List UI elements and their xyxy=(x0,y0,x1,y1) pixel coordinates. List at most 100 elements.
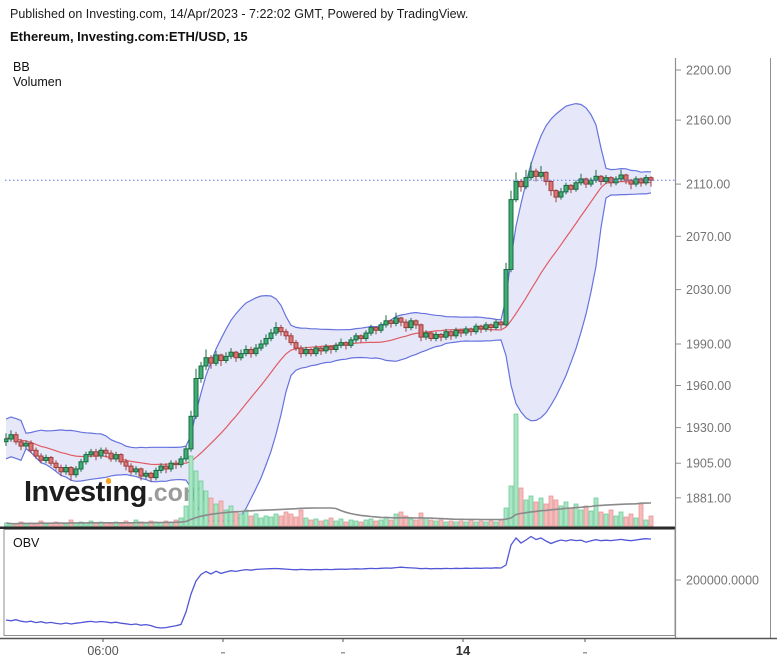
volume-bar xyxy=(568,507,574,527)
candle-body xyxy=(408,320,414,329)
candle-body xyxy=(103,449,109,454)
candle-body xyxy=(528,170,534,179)
candles-group xyxy=(4,162,654,482)
candle-body xyxy=(378,324,384,331)
candle-body xyxy=(83,454,89,463)
volume-bar xyxy=(558,505,564,527)
volume-bar xyxy=(243,509,249,527)
candle-body xyxy=(148,472,154,479)
volume-bar xyxy=(488,520,494,527)
obv-pane-border xyxy=(3,529,676,636)
volume-bar xyxy=(158,522,164,527)
candle-body xyxy=(123,461,129,467)
volume-bar xyxy=(608,509,614,527)
candle-body xyxy=(573,182,579,190)
candle-body xyxy=(163,465,169,470)
candle-body xyxy=(28,442,34,451)
volume-bar xyxy=(513,413,519,527)
candle-body xyxy=(433,333,439,339)
obv-line xyxy=(5,535,652,629)
candle-body xyxy=(13,434,19,443)
volume-bar xyxy=(503,507,509,527)
volume-bar xyxy=(553,499,559,527)
volume-bar xyxy=(428,519,434,527)
volume-bar xyxy=(343,521,349,527)
volume-bar xyxy=(443,521,449,527)
candle-body xyxy=(423,332,429,338)
time-axis[interactable]: 06:00 14 xyxy=(0,637,777,658)
candle-body xyxy=(188,415,194,450)
price-axis[interactable]: 2200.00 2160.00 2110.00 2070.00 2030.00 1990.… xyxy=(674,58,771,638)
candle-body xyxy=(263,338,269,345)
candle-body xyxy=(448,331,454,337)
volume-bar xyxy=(498,519,504,527)
candle-body xyxy=(593,175,599,181)
volume-bar xyxy=(308,519,314,527)
volume-bar xyxy=(188,455,194,527)
volume-bar xyxy=(298,509,304,527)
volume-bar xyxy=(573,503,579,527)
candle-body xyxy=(303,349,309,355)
volume-bar xyxy=(193,470,199,527)
volume-indicator-label[interactable]: Volumen xyxy=(13,75,62,89)
candle-body xyxy=(73,468,79,476)
candle-body xyxy=(223,355,229,361)
published-header: Published on Investing.com, 14/Apr/2023 … xyxy=(10,7,469,21)
volume-bar xyxy=(238,513,244,527)
candle-body xyxy=(298,347,304,355)
candle-body xyxy=(478,325,484,330)
volume-bar xyxy=(43,523,49,527)
main-pane[interactable] xyxy=(5,102,652,522)
candle-body xyxy=(218,354,224,361)
volume-bar xyxy=(403,515,409,527)
time-tick-dash xyxy=(583,652,587,654)
candle-body xyxy=(538,171,544,177)
volume-bar xyxy=(283,511,289,527)
volume-bar xyxy=(643,519,649,527)
bollinger-lower-line xyxy=(5,192,652,522)
volume-bar xyxy=(433,520,439,527)
volume-bar xyxy=(543,503,549,527)
volume-bar xyxy=(638,503,644,527)
candle-body xyxy=(53,462,59,469)
volume-bar xyxy=(548,495,554,527)
price-tick-label: 1930.00 xyxy=(686,421,731,435)
candle-body xyxy=(8,434,14,440)
volume-bar xyxy=(618,511,624,527)
candle-body xyxy=(613,178,619,184)
candle-body xyxy=(353,335,359,341)
candle-body xyxy=(153,469,159,479)
volume-bar xyxy=(163,520,169,527)
price-tick-label: 2110.00 xyxy=(686,178,730,192)
candle-body xyxy=(313,347,319,355)
candle-body xyxy=(228,351,234,357)
candle-body xyxy=(458,329,464,334)
candle-body xyxy=(4,438,9,443)
volume-bar xyxy=(198,480,204,527)
volume-bar xyxy=(398,511,404,527)
price-tick-label: 1905.00 xyxy=(686,457,731,471)
candle-body xyxy=(488,324,494,328)
candle-body xyxy=(463,328,469,334)
volume-bar xyxy=(333,520,339,527)
obv-indicator-label[interactable]: OBV xyxy=(13,536,40,550)
pane-separator[interactable] xyxy=(0,526,676,530)
candle-body xyxy=(43,457,49,461)
obv-pane[interactable] xyxy=(5,535,652,629)
bb-indicator-label[interactable]: BB xyxy=(13,60,30,74)
volume-bar xyxy=(508,485,514,527)
volume-bar xyxy=(248,515,254,527)
volume-bar xyxy=(253,513,259,527)
candle-body xyxy=(618,174,624,180)
volume-bar xyxy=(223,509,229,527)
candle-body xyxy=(418,324,424,338)
volume-bar xyxy=(518,487,524,527)
candle-body xyxy=(628,179,634,185)
obv-tick-label: 200000.0000 xyxy=(686,574,759,588)
price-chart-canvas[interactable]: 2200.00 2160.00 2110.00 2070.00 2030.00 1990.… xyxy=(0,56,777,664)
candle-body xyxy=(108,452,114,460)
candle-body xyxy=(143,472,149,477)
candle-body xyxy=(648,177,654,181)
candle-body xyxy=(113,454,119,460)
